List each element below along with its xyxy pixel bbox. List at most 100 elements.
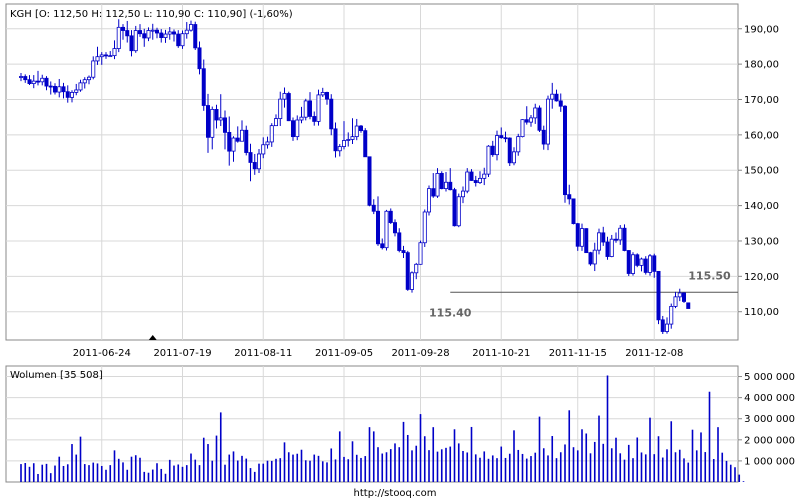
candle-body [341, 140, 346, 147]
candle-body [512, 151, 517, 164]
price-ytick-label: 120,00 [744, 272, 779, 283]
candle [597, 228, 602, 255]
volume-bar [572, 447, 575, 482]
candle [414, 262, 419, 280]
volume-bar [581, 429, 583, 482]
candle [193, 21, 198, 50]
candle [65, 85, 70, 103]
candle [256, 149, 261, 174]
candle-body [184, 29, 189, 35]
volume-bar [521, 453, 524, 482]
candle [571, 198, 576, 225]
candle [567, 184, 572, 205]
candle-body [499, 135, 504, 139]
volume-bar [368, 427, 371, 482]
volume-ytick-label: 5 000 000 [744, 372, 795, 383]
volume-bar [100, 465, 103, 482]
candle [422, 209, 427, 247]
volume-bar [236, 460, 239, 482]
volume-bar [360, 457, 362, 482]
candle [273, 114, 278, 127]
volume-bar [270, 460, 273, 482]
candle-body [333, 128, 338, 152]
volume-bar [190, 453, 192, 482]
candle [507, 137, 512, 166]
candle-body [673, 296, 678, 307]
volume-bar [538, 416, 541, 482]
candle [227, 116, 232, 166]
candle [180, 30, 185, 49]
candle-body [316, 94, 321, 122]
volume-bar [147, 472, 150, 482]
candle [112, 40, 117, 60]
candle [244, 125, 249, 156]
candle-body [367, 156, 372, 206]
volume-bar [75, 454, 78, 482]
candle-body [104, 54, 109, 57]
price-panel [5, 3, 739, 341]
candle [575, 222, 580, 251]
candle [665, 317, 670, 334]
volume-bar [330, 448, 333, 482]
candle [601, 226, 606, 246]
candle-body [299, 116, 304, 121]
price-ytick-label: 130,00 [744, 236, 779, 247]
volume-bar [71, 444, 73, 482]
volume-bar [636, 437, 639, 482]
volume-bar [185, 465, 188, 482]
volume-bar [729, 464, 732, 482]
candle-body [401, 250, 406, 254]
candle-body [371, 204, 376, 212]
volume-bar [593, 441, 596, 482]
candle-body [635, 254, 640, 266]
volume-bar [411, 450, 413, 482]
candle [448, 168, 453, 191]
volume-bar [130, 456, 133, 482]
volume-bar [113, 450, 116, 482]
candle-body [303, 100, 308, 118]
candle [290, 117, 295, 141]
volume-bar [508, 453, 511, 482]
volume-bar [292, 454, 294, 482]
candle-body [580, 228, 585, 247]
volume-bar [457, 443, 460, 482]
candle-body [563, 105, 568, 196]
candle-body [307, 100, 312, 117]
candle [261, 137, 266, 159]
volume-bar [406, 434, 409, 482]
volume-bar [398, 447, 401, 482]
volume-bar [657, 436, 660, 482]
candle-body [99, 54, 104, 58]
volume-bar [92, 462, 95, 482]
volume-bar [670, 421, 673, 482]
candle-body [482, 173, 487, 179]
candle [354, 118, 359, 141]
volume-bar [134, 455, 137, 482]
candle [346, 132, 351, 147]
volume-bar [695, 450, 698, 482]
candle-body [469, 171, 474, 181]
candle-body [133, 30, 138, 52]
candle [384, 209, 389, 251]
volume-bar [708, 391, 711, 482]
volume-bar [704, 452, 707, 482]
candle [295, 115, 300, 141]
candle-body [677, 292, 682, 298]
candle [57, 78, 62, 98]
price-xtick-label: 2011-08-11 [234, 348, 292, 359]
candle [375, 196, 380, 246]
price-xtick-label: 2011-09-05 [315, 348, 373, 359]
candle [563, 105, 568, 203]
candle-body [460, 190, 465, 198]
candle [529, 115, 534, 127]
volume-bar [734, 467, 736, 482]
candle [512, 147, 517, 166]
candle-body [435, 173, 440, 197]
candle-body [426, 188, 431, 213]
candle-body [384, 210, 389, 249]
volume-bar [62, 465, 65, 482]
candle-body [53, 86, 58, 93]
volume-bar [58, 456, 61, 482]
volume-bar [66, 464, 69, 482]
